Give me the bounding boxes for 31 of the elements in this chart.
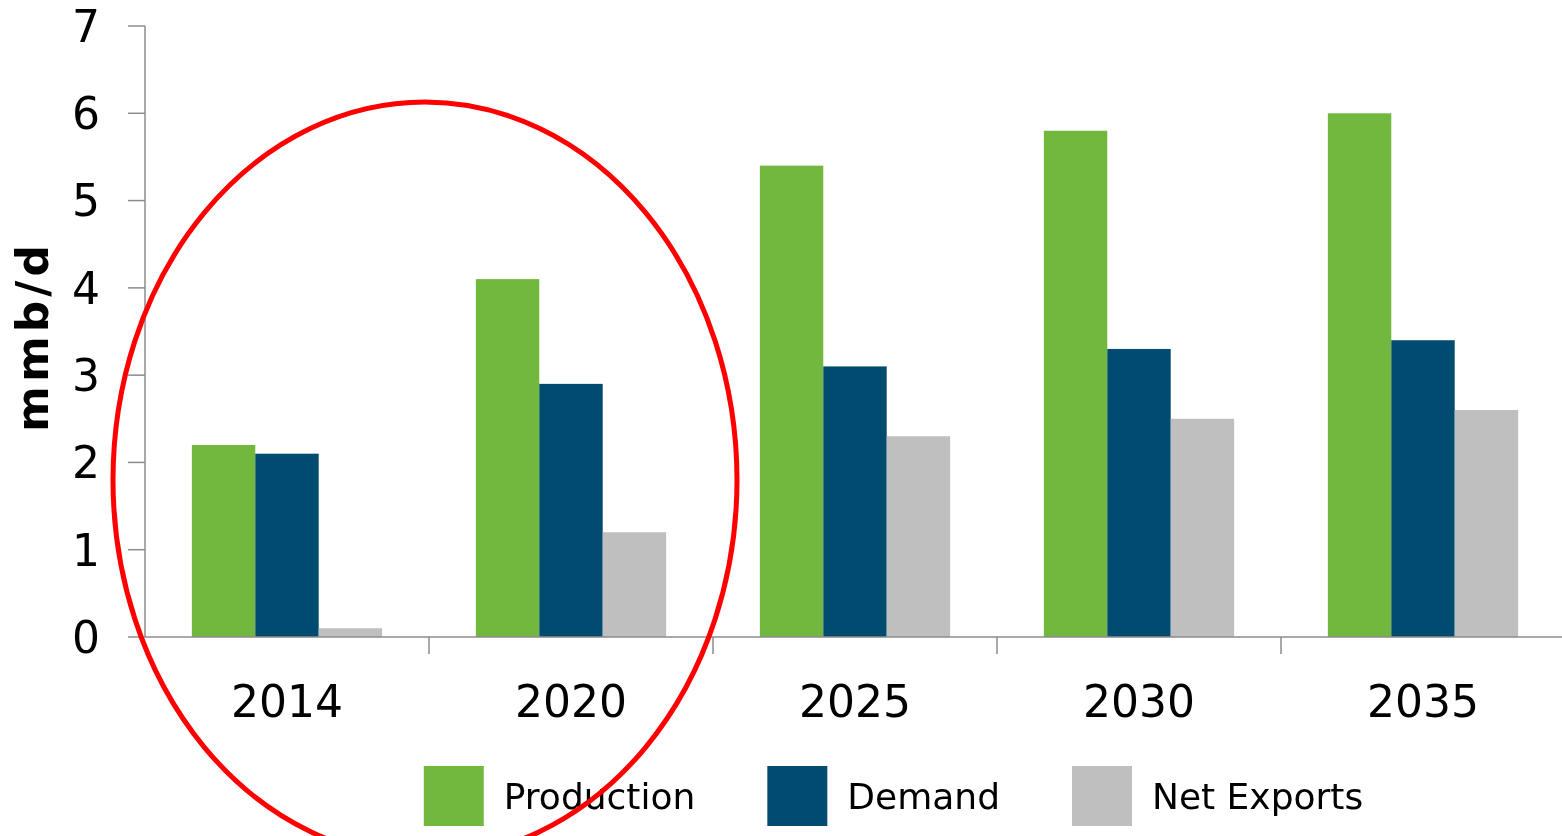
y-tick-label: 2 [72, 437, 100, 489]
bar [1454, 410, 1519, 637]
bar [886, 436, 951, 637]
bar [1107, 348, 1171, 637]
y-tick-label: 6 [72, 88, 100, 140]
y-tick-label: 4 [72, 262, 100, 314]
x-tick-label: 2025 [799, 676, 911, 727]
bar [759, 165, 824, 637]
y-axis-title: mmb/d [7, 241, 58, 432]
x-tick-label: 2014 [231, 676, 343, 727]
y-tick-label: 1 [72, 524, 100, 576]
bar [1327, 113, 1392, 637]
bar [191, 444, 256, 637]
legend-label: Demand [847, 775, 1000, 817]
bar [1170, 418, 1235, 637]
x-tick-label: 2030 [1083, 676, 1195, 727]
bar [1043, 130, 1108, 637]
bar [602, 532, 667, 637]
bar [539, 383, 603, 637]
bar [318, 628, 383, 637]
bar [475, 279, 540, 637]
bar [823, 366, 887, 637]
y-tick-label: 3 [72, 349, 100, 401]
legend-label: Net Exports [1151, 775, 1364, 817]
y-tick-label: 0 [72, 611, 100, 663]
bar [255, 453, 319, 637]
y-tick-label: 7 [72, 0, 100, 52]
x-tick-label: 2020 [515, 676, 627, 727]
bar [1391, 340, 1455, 637]
y-tick-label: 5 [72, 175, 100, 227]
x-tick-label: 2035 [1367, 676, 1479, 727]
